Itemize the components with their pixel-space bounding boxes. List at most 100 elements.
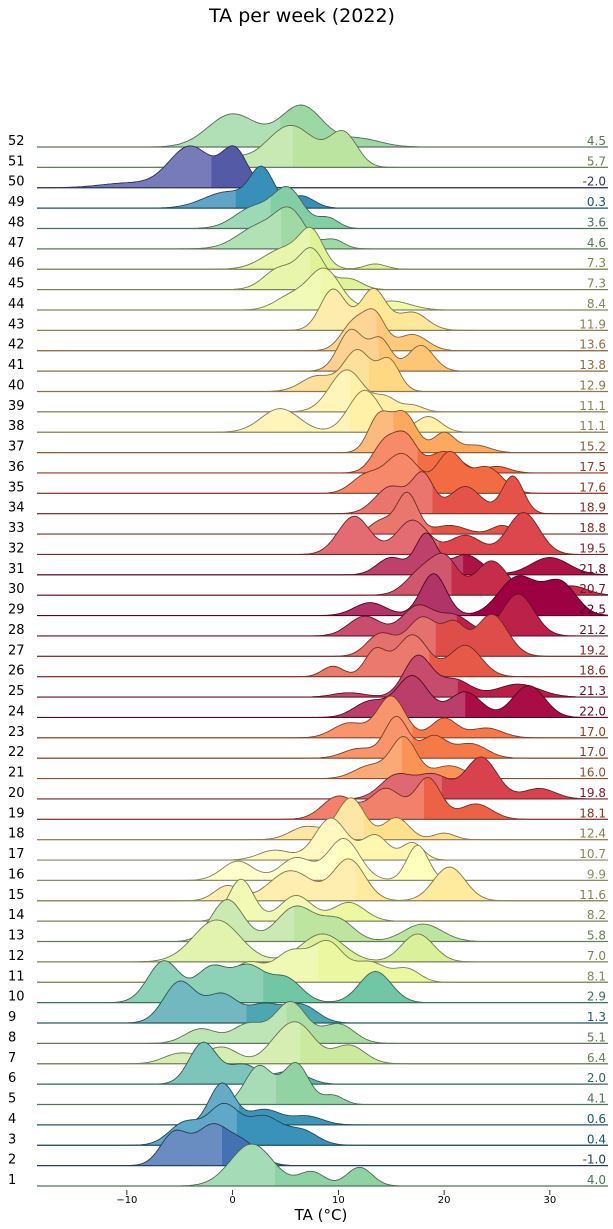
week-label: 27 (8, 643, 25, 658)
ridge-area-below-mean (37, 196, 271, 229)
ridge-area-below-mean (37, 190, 236, 209)
week-label: 10 (8, 990, 25, 1005)
ridges: 52 4.551 5.750 -2.049 0.348 3.647 4.646 7.345 7.… (8, 104, 609, 1188)
week-mean-label: 18.6 (579, 664, 606, 678)
week-mean-label: 21.8 (579, 562, 606, 576)
week-label: 31 (8, 562, 25, 577)
week-label: 11 (8, 969, 25, 984)
ridge-area-below-mean (37, 208, 282, 249)
ridge-area-below-mean (37, 1123, 223, 1166)
week-label: 34 (8, 501, 25, 516)
week-mean-label: 7.0 (587, 949, 606, 963)
week-label: 4 (8, 1112, 16, 1127)
week-mean-label: 17.5 (579, 460, 606, 474)
week-mean-label: 4.6 (587, 236, 606, 250)
week-mean-label: 21.3 (579, 684, 606, 698)
week-mean-label: 5.1 (587, 1030, 606, 1044)
ridge-area-below-mean (37, 1065, 276, 1105)
ridge-week-9: 9 1.3 (8, 980, 608, 1025)
week-mean-label: 22.0 (579, 704, 606, 718)
ridge-area (37, 940, 608, 983)
ridge-area (37, 125, 608, 168)
week-mean-label: -2.0 (583, 175, 606, 189)
week-mean-label: 11.1 (579, 419, 606, 433)
ridge-week-1: 1 4.0 (8, 1143, 608, 1188)
week-mean-label: 15.2 (579, 440, 606, 454)
week-mean-label: 0.3 (587, 195, 606, 209)
chart-title: TA per week (2022) (208, 5, 395, 27)
x-tick-label: 0 (229, 1195, 235, 1206)
ridge-week-6: 6 2.0 (8, 1041, 608, 1086)
ridge-area-below-mean (37, 960, 264, 1003)
ridge-area (37, 553, 608, 596)
ridge-area-below-mean (37, 573, 471, 616)
week-mean-label: 8.4 (587, 297, 606, 311)
week-label: 17 (8, 847, 25, 862)
ridge-area-below-mean (37, 516, 439, 555)
ridge-week-24: 24 22.0 (8, 674, 608, 719)
x-axis: −10 0 10 20 30 (116, 1190, 556, 1206)
week-label: 45 (8, 277, 25, 292)
ridge-area-below-mean (37, 1021, 301, 1064)
week-mean-label: 19.8 (579, 786, 606, 800)
ridge-area-below-mean (37, 695, 413, 738)
ridge-area-below-mean (37, 981, 247, 1024)
ridge-area-below-mean (37, 453, 419, 494)
week-mean-label: 4.5 (587, 134, 606, 148)
week-label: 49 (8, 195, 25, 210)
week-label: 24 (8, 704, 25, 719)
ridge-week-21: 21 16.0 (8, 736, 608, 781)
week-label: 35 (8, 480, 25, 495)
week-mean-label: 6.4 (587, 1051, 606, 1065)
week-mean-label: 20.7 (579, 582, 606, 596)
ridge-area (37, 1001, 608, 1044)
week-label: 51 (8, 154, 25, 169)
week-mean-label: 17.0 (579, 725, 606, 739)
ridge-week-8: 8 5.1 (8, 1000, 608, 1045)
x-axis-label: TA (°C) (294, 1206, 348, 1224)
ridge-week-32: 32 19.5 (8, 512, 608, 556)
week-mean-label: 5.8 (587, 929, 606, 943)
week-label: 16 (8, 867, 25, 882)
week-label: 9 (8, 1010, 16, 1025)
ridge-area (37, 206, 608, 249)
ridge-area (37, 573, 608, 616)
week-label: 8 (8, 1030, 16, 1045)
ridge-area (37, 186, 608, 229)
ridge-week-19: 19 18.1 (8, 776, 608, 821)
week-label: 46 (8, 256, 25, 271)
week-mean-label: 0.6 (587, 1112, 606, 1126)
week-mean-label: 19.5 (579, 541, 606, 555)
week-label: 33 (8, 521, 25, 536)
week-label: 44 (8, 297, 25, 312)
week-mean-label: 5.7 (587, 154, 606, 168)
ridge-week-15: 15 11.6 (8, 858, 608, 903)
ridge-week-2: 2 -1.0 (8, 1123, 608, 1168)
week-label: 50 (8, 175, 25, 190)
ridge-area-below-mean (37, 1042, 254, 1085)
ridge-area-below-mean (37, 818, 346, 861)
ridge-area (37, 268, 608, 310)
week-label: 23 (8, 725, 25, 740)
ridge-area-below-mean (37, 492, 432, 535)
week-label: 41 (8, 358, 25, 373)
ridge-area-below-mean (37, 1002, 287, 1044)
ridge-week-39: 39 11.1 (8, 369, 608, 414)
week-label: 36 (8, 460, 25, 475)
ridge-area-below-mean (37, 841, 338, 881)
ridge-area (37, 899, 608, 942)
week-mean-label: 13.8 (579, 358, 606, 372)
week-label: 20 (8, 786, 25, 801)
week-mean-label: 0.4 (587, 1132, 606, 1146)
ridge-area-below-mean (37, 471, 433, 514)
ridge-area (37, 716, 608, 759)
ridge-area (37, 593, 608, 636)
ridge-area-below-mean (37, 410, 394, 453)
week-label: 2 (8, 1153, 16, 1168)
ridge-area (37, 858, 608, 901)
ridge-area (37, 777, 608, 820)
week-mean-label: 11.6 (579, 888, 606, 902)
week-label: 18 (8, 827, 25, 842)
ridge-area-below-mean (37, 369, 350, 412)
